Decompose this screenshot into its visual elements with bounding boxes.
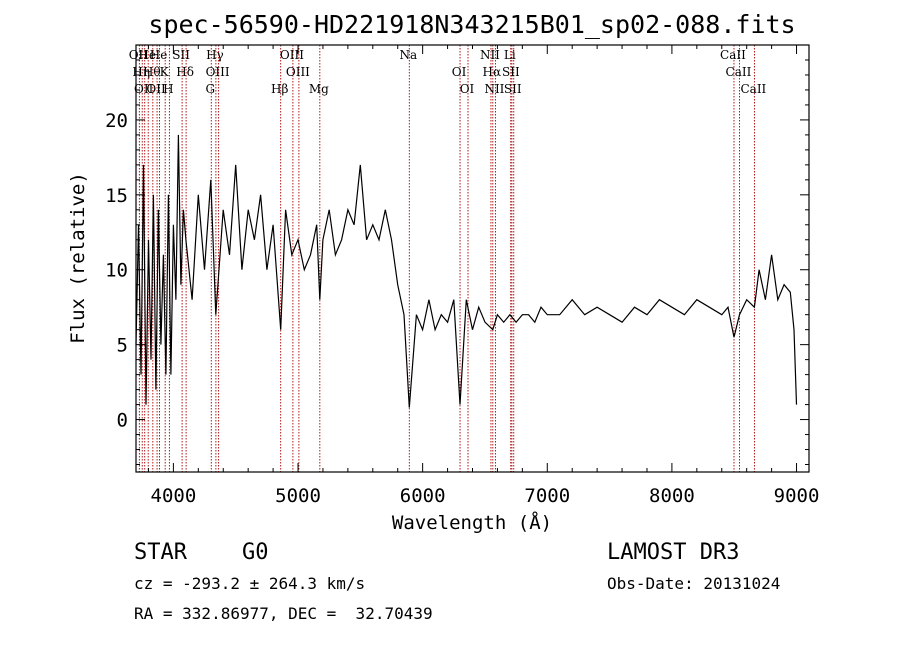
- object-subclass: G0: [242, 540, 269, 565]
- line-marker-label: CaII: [740, 82, 766, 96]
- line-marker-label: OII: [146, 82, 166, 96]
- survey-name: LAMOST DR3: [607, 540, 740, 565]
- y-tick-label: 5: [117, 335, 128, 357]
- line-marker-label: Hγ: [206, 48, 224, 62]
- redshift-readout: cz = -293.2 ± 264.3 km/s: [134, 574, 366, 593]
- line-marker-label: CaII: [726, 65, 752, 79]
- line-marker-label: SII: [502, 65, 520, 79]
- line-marker-label: Hα: [483, 65, 502, 79]
- x-tick-label: 6000: [400, 485, 446, 507]
- plot-frame: [135, 44, 810, 473]
- observation-date: Obs-Date: 20131024: [607, 574, 781, 593]
- line-marker-label: OII: [129, 48, 149, 62]
- line-marker-label: Hδ: [176, 65, 194, 79]
- line-marker-label: OII: [134, 82, 154, 96]
- line-marker-label: OIII: [286, 65, 310, 79]
- y-tick-label: 10: [105, 260, 128, 282]
- y-tick-label: 0: [117, 410, 128, 432]
- line-marker-label: NII: [480, 48, 500, 62]
- x-tick-label: 8000: [649, 485, 695, 507]
- line-marker-label: Hη: [132, 65, 150, 79]
- line-marker-label: Hβ: [271, 82, 288, 96]
- line-marker-labels: OIIHηOIIHeHθOIIHeKHSIIHδGHγOIIIHβOIIIOII…: [129, 48, 767, 96]
- line-marker-label: Hθ: [143, 65, 161, 79]
- y-axis-label: Flux (relative): [67, 172, 89, 344]
- line-marker-label: OI: [460, 82, 475, 96]
- object-class: STAR: [134, 540, 187, 565]
- coordinates-readout: RA = 332.86977, DEC = 32.70439: [134, 604, 433, 623]
- line-marker-label: He: [150, 48, 168, 62]
- x-tick-label: 5000: [275, 485, 321, 507]
- y-tick-label: 15: [105, 185, 128, 207]
- y-axis-ticks: 0 5 10 15 20: [105, 59, 809, 466]
- line-marker-label: G: [205, 82, 215, 96]
- line-marker-label: K: [160, 65, 170, 79]
- line-marker-label: NII: [484, 82, 504, 96]
- chart-title: spec-56590-HD221918N343215B01_sp02-088.f…: [148, 10, 795, 39]
- x-tick-label: 7000: [524, 485, 570, 507]
- y-tick-label: 20: [105, 110, 128, 132]
- x-axis-ticks: 4000 5000 6000 7000 8000 9000: [147, 45, 820, 507]
- line-marker-label: OIII: [206, 65, 230, 79]
- line-marker-label: OI: [452, 65, 467, 79]
- line-marker-label: SII: [172, 48, 190, 62]
- line-markers: [138, 45, 755, 472]
- line-marker-label: OIII: [280, 48, 304, 62]
- line-marker-label: H: [163, 82, 173, 96]
- x-tick-label: 4000: [151, 485, 197, 507]
- x-axis-label: Wavelength (Å): [392, 511, 552, 534]
- spectrum-line: [135, 134, 798, 408]
- x-tick-label: 9000: [774, 485, 820, 507]
- line-marker-label: SII: [504, 82, 522, 96]
- line-marker-label: CaII: [720, 48, 746, 62]
- line-marker-label: Li: [504, 48, 516, 62]
- line-marker-label: Na: [399, 48, 417, 62]
- line-marker-label: Mg: [309, 82, 329, 96]
- line-marker-label: He: [138, 48, 156, 62]
